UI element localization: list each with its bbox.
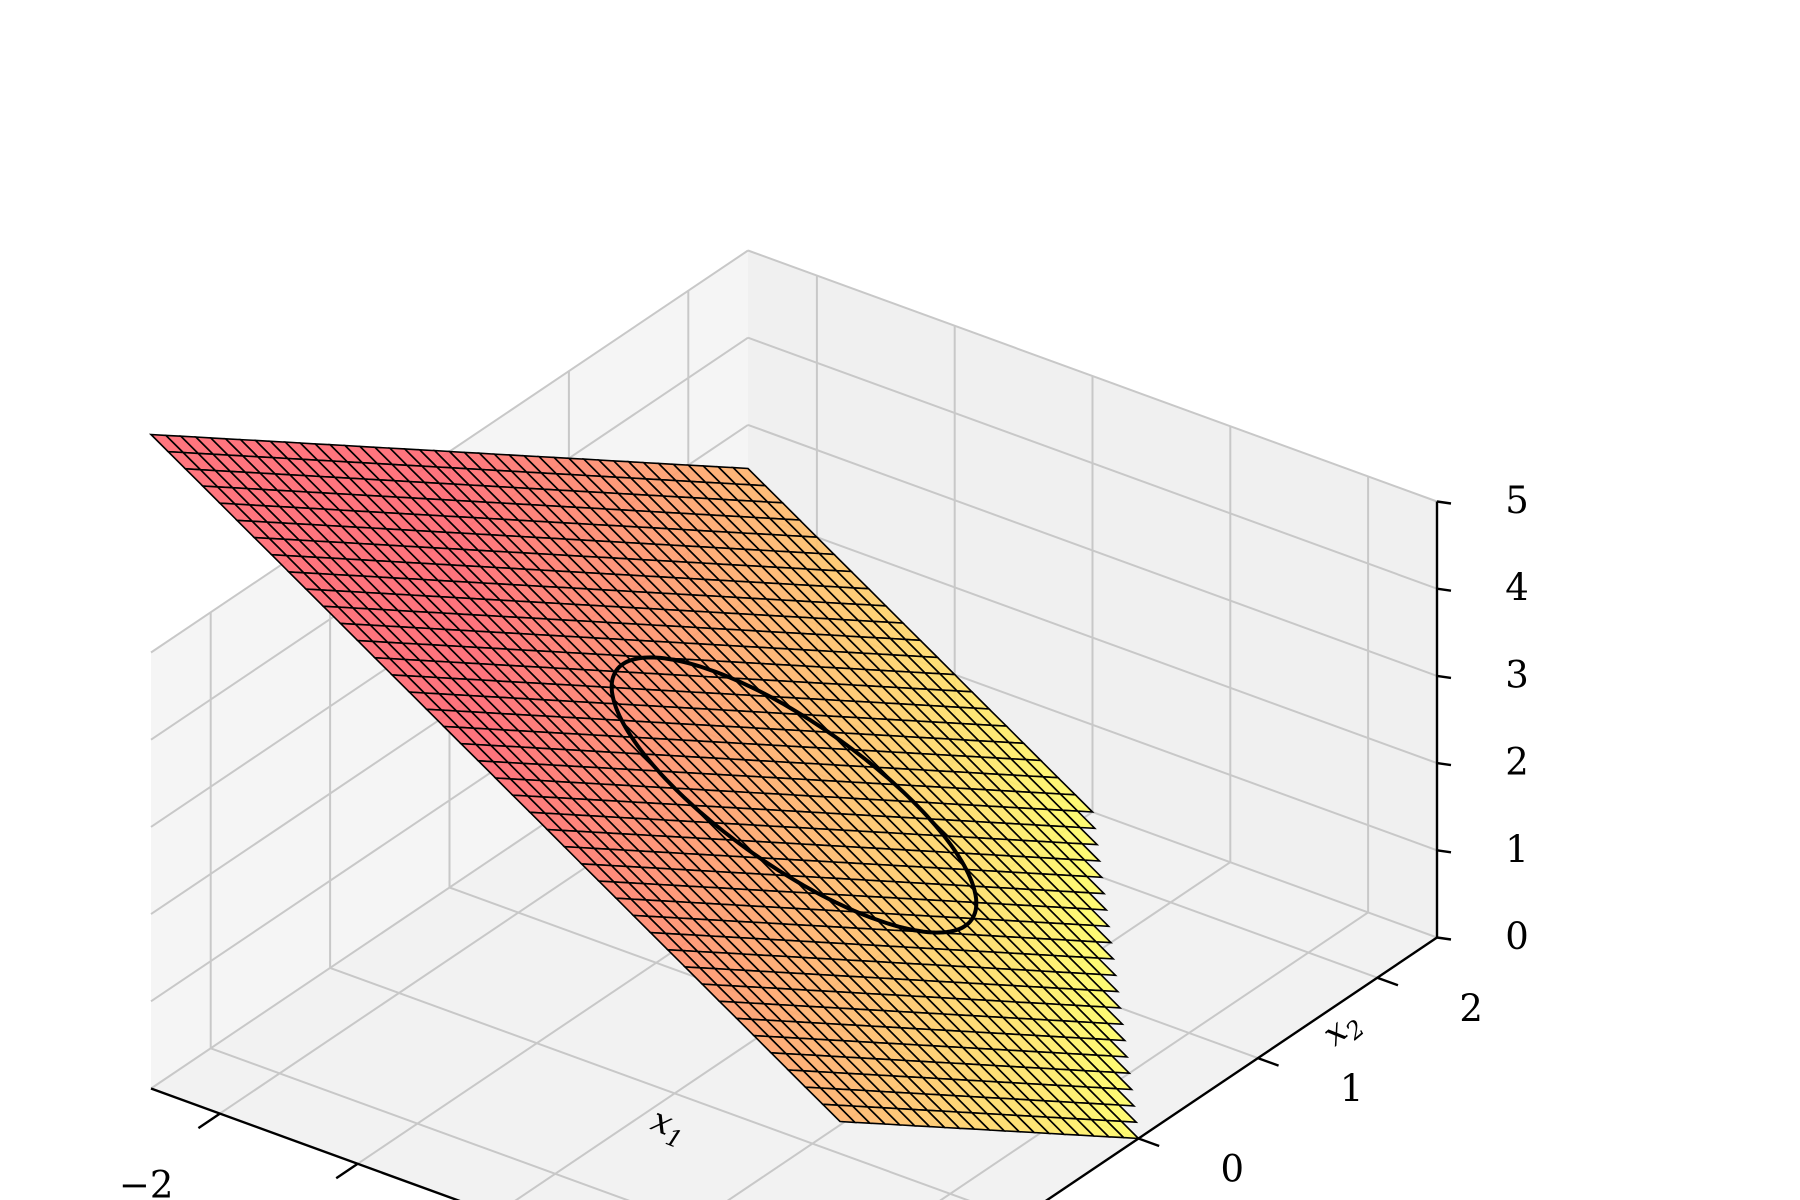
gridline-z-back bbox=[747, 336, 1438, 590]
z-tick bbox=[1436, 587, 1452, 592]
gridline-z-back bbox=[747, 511, 1438, 765]
gridline-z-back bbox=[747, 249, 1438, 503]
x2-tick bbox=[1376, 976, 1399, 987]
circle-curve bbox=[609, 655, 979, 935]
gridline-y-floor bbox=[210, 1047, 631, 1200]
x1-axis-line bbox=[150, 1087, 461, 1200]
z-tick-label: 3 bbox=[1505, 653, 1529, 696]
z-tick bbox=[1436, 849, 1452, 854]
axis-lines bbox=[150, 500, 1452, 1200]
x1-tick-label: −2 bbox=[119, 1163, 174, 1200]
x1-tick bbox=[335, 1162, 359, 1180]
z-tick-label: 0 bbox=[1505, 915, 1529, 958]
tick-labels: −2−1012−2−1012012345 bbox=[119, 479, 1529, 1200]
surface-cell bbox=[820, 1103, 857, 1124]
x2-tick-label: 1 bbox=[1340, 1067, 1364, 1110]
circle-curve-line bbox=[609, 655, 979, 935]
x2-tick bbox=[1138, 1137, 1160, 1148]
surface-mesh bbox=[148, 433, 1141, 1140]
x2-tick-label: 0 bbox=[1221, 1148, 1245, 1191]
z-tick-label: 1 bbox=[1505, 828, 1529, 871]
z-tick-label: 2 bbox=[1505, 741, 1529, 784]
gridline-z-back bbox=[747, 423, 1438, 677]
z-tick-label: 5 bbox=[1505, 479, 1529, 522]
gridline-y-floor bbox=[329, 966, 971, 1200]
x2-tick bbox=[1257, 1056, 1279, 1067]
z-tick-label: 4 bbox=[1505, 566, 1529, 609]
z-tick bbox=[1436, 761, 1452, 767]
z-tick bbox=[1436, 936, 1452, 941]
z-tick bbox=[1436, 500, 1452, 505]
x1-tick bbox=[197, 1112, 221, 1130]
z-tick bbox=[1436, 674, 1452, 680]
x2-tick-label: 2 bbox=[1459, 987, 1483, 1030]
